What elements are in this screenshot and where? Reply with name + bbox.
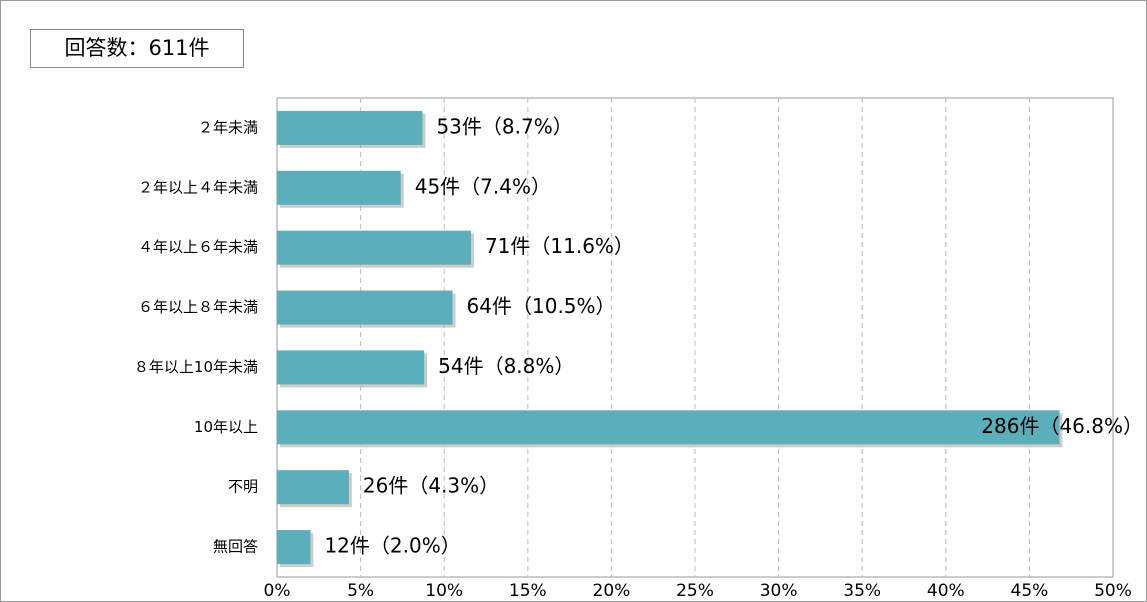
data-label: 53件（8.7%） bbox=[436, 114, 572, 138]
annotation-box bbox=[30, 29, 244, 68]
data-label: 71件（11.6%） bbox=[485, 234, 634, 258]
bar bbox=[277, 410, 1060, 445]
x-tick-label: 5% bbox=[347, 581, 374, 601]
y-tick-label: 無回答 bbox=[213, 538, 258, 556]
y-tick-label: ６年以上８年未満 bbox=[138, 298, 258, 316]
y-tick-label: ４年以上６年未満 bbox=[138, 238, 258, 256]
bar bbox=[277, 350, 425, 385]
x-tick-label: 35% bbox=[843, 581, 881, 601]
x-tick-label: 25% bbox=[676, 581, 714, 601]
x-tick-label: 0% bbox=[264, 581, 291, 601]
x-tick-label: 40% bbox=[927, 581, 965, 601]
data-label: 286件（46.8%） bbox=[981, 414, 1143, 438]
data-label: 26件（4.3%） bbox=[363, 474, 499, 498]
data-label: 54件（8.8%） bbox=[438, 354, 574, 378]
bar bbox=[277, 470, 349, 505]
data-label: 64件（10.5%） bbox=[467, 294, 616, 318]
x-tick-label: 20% bbox=[593, 581, 631, 601]
y-tick-label: 不明 bbox=[228, 478, 258, 496]
bar bbox=[277, 290, 453, 325]
bar bbox=[277, 110, 423, 145]
x-tick-label: 10% bbox=[425, 581, 463, 601]
data-label: 12件（2.0%） bbox=[324, 534, 460, 558]
x-tick-label: 30% bbox=[760, 581, 798, 601]
bar bbox=[277, 530, 311, 565]
annotation: 回答数：611件 bbox=[64, 36, 209, 60]
x-tick-label: 45% bbox=[1011, 581, 1049, 601]
bar bbox=[277, 230, 471, 265]
y-tick-label: ８年以上10年未満 bbox=[134, 358, 258, 376]
y-tick-label: ２年以上４年未満 bbox=[138, 178, 258, 196]
bar bbox=[277, 170, 401, 205]
y-tick-label: ２年未満 bbox=[198, 118, 258, 136]
y-tick-label: 10年以上 bbox=[194, 418, 258, 436]
x-tick-label: 15% bbox=[509, 581, 547, 601]
x-tick-label: 50% bbox=[1094, 581, 1132, 601]
data-label: 45件（7.4%） bbox=[415, 174, 551, 198]
